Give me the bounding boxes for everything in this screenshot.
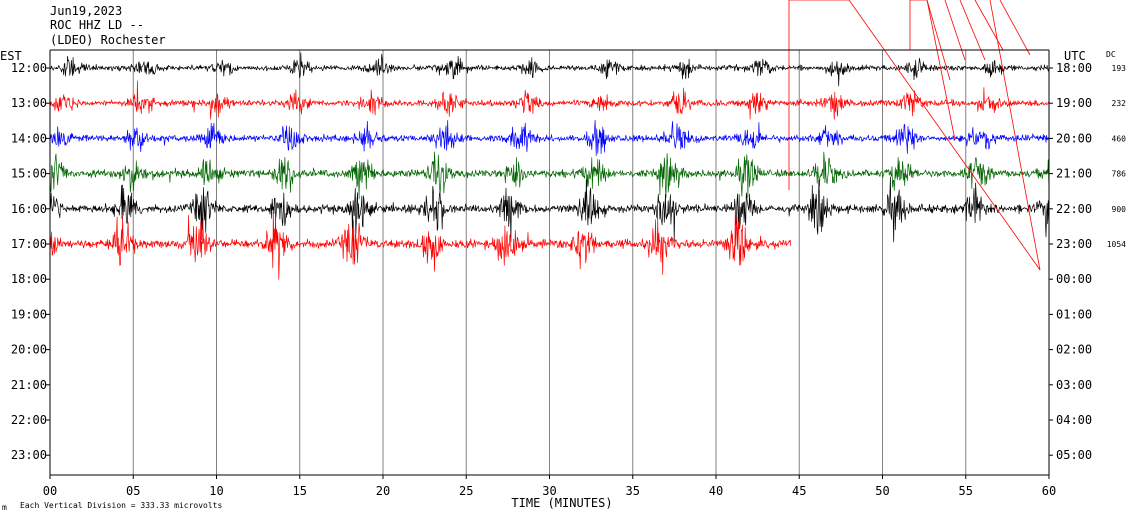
seismic-traces bbox=[49, 52, 1050, 280]
est-row-label: 12:00 bbox=[11, 61, 47, 75]
x-tick-label: 50 bbox=[875, 484, 889, 498]
utc-zone-label: UTC bbox=[1064, 49, 1086, 63]
scale-footnote: Each Vertical Division = 333.33 microvol… bbox=[20, 501, 222, 510]
trace-row-6 bbox=[49, 208, 792, 280]
utc-row-label: 20:00 bbox=[1056, 131, 1092, 145]
dc-value: 900 bbox=[1112, 205, 1127, 214]
est-row-label: 16:00 bbox=[11, 202, 47, 216]
x-tick-label: 45 bbox=[792, 484, 806, 498]
x-tick-label: 60 bbox=[1042, 484, 1056, 498]
est-row-label: 22:00 bbox=[11, 413, 47, 427]
overlay-line bbox=[926, 0, 956, 141]
overlay-line bbox=[989, 0, 1041, 271]
dc-value: 786 bbox=[1112, 170, 1127, 179]
est-zone-label: EST bbox=[0, 49, 22, 63]
grid bbox=[132, 50, 967, 475]
x-axis-title: TIME (MINUTES) bbox=[511, 496, 612, 510]
est-row-label: 13:00 bbox=[11, 96, 47, 110]
x-tick-label: 40 bbox=[709, 484, 723, 498]
overlay-line bbox=[944, 0, 966, 61]
overlay-line bbox=[848, 0, 1041, 271]
utc-row-label: 04:00 bbox=[1056, 413, 1092, 427]
est-row-label: 14:00 bbox=[11, 131, 47, 145]
trace-row-3 bbox=[49, 119, 1050, 156]
axis-labels: EST UTC DC TIME (MINUTES) Each Vertical … bbox=[0, 49, 1126, 512]
x-tick-label: 35 bbox=[626, 484, 640, 498]
overlay-line bbox=[926, 0, 951, 81]
trace-row-4 bbox=[49, 151, 1050, 200]
x-tick-label: 55 bbox=[959, 484, 973, 498]
corner-mark: m bbox=[2, 503, 7, 512]
utc-row-label: 01:00 bbox=[1056, 307, 1092, 321]
station-network: (LDEO) Rochester bbox=[50, 33, 166, 47]
utc-row-label: 05:00 bbox=[1056, 448, 1092, 462]
utc-row-label: 00:00 bbox=[1056, 272, 1092, 286]
utc-row-label: 02:00 bbox=[1056, 343, 1092, 357]
filter-overlay-lines bbox=[788, 0, 1041, 271]
est-row-label: 15:00 bbox=[11, 167, 47, 181]
trace-row-1 bbox=[49, 52, 1050, 87]
axes bbox=[46, 49, 1053, 479]
station-code: ROC HHZ LD -- bbox=[50, 18, 144, 32]
overlay-line bbox=[959, 0, 986, 61]
x-tick-label: 05 bbox=[126, 484, 140, 498]
utc-row-label: 23:00 bbox=[1056, 237, 1092, 251]
dc-value: 232 bbox=[1112, 99, 1127, 108]
est-row-label: 19:00 bbox=[11, 307, 47, 321]
est-row-label: 20:00 bbox=[11, 343, 47, 357]
dc-value: 460 bbox=[1112, 134, 1127, 143]
dc-header: DC bbox=[1106, 50, 1116, 59]
chart-date: Jun19,2023 bbox=[50, 4, 123, 18]
est-row-label: 21:00 bbox=[11, 378, 47, 392]
x-tick-label: 15 bbox=[293, 484, 307, 498]
dc-value: 193 bbox=[1112, 64, 1127, 73]
trace-row-2 bbox=[49, 80, 1049, 120]
x-tick-label: 25 bbox=[459, 484, 473, 498]
overlay-line bbox=[974, 0, 1004, 51]
trace-row-5 bbox=[49, 176, 1050, 243]
overlay-line bbox=[999, 0, 1031, 56]
dc-value: 1054 bbox=[1107, 240, 1126, 249]
est-row-label: 23:00 bbox=[11, 448, 47, 462]
utc-row-label: 19:00 bbox=[1056, 96, 1092, 110]
x-tick-label: 20 bbox=[376, 484, 390, 498]
est-row-label: 18:00 bbox=[11, 272, 47, 286]
utc-row-label: 18:00 bbox=[1056, 61, 1092, 75]
utc-row-label: 22:00 bbox=[1056, 202, 1092, 216]
x-tick-label: 10 bbox=[209, 484, 223, 498]
utc-row-label: 03:00 bbox=[1056, 378, 1092, 392]
utc-row-label: 21:00 bbox=[1056, 167, 1092, 181]
x-tick-label: 30 bbox=[542, 484, 556, 498]
est-row-label: 17:00 bbox=[11, 237, 47, 251]
x-tick-label: 00 bbox=[43, 484, 57, 498]
